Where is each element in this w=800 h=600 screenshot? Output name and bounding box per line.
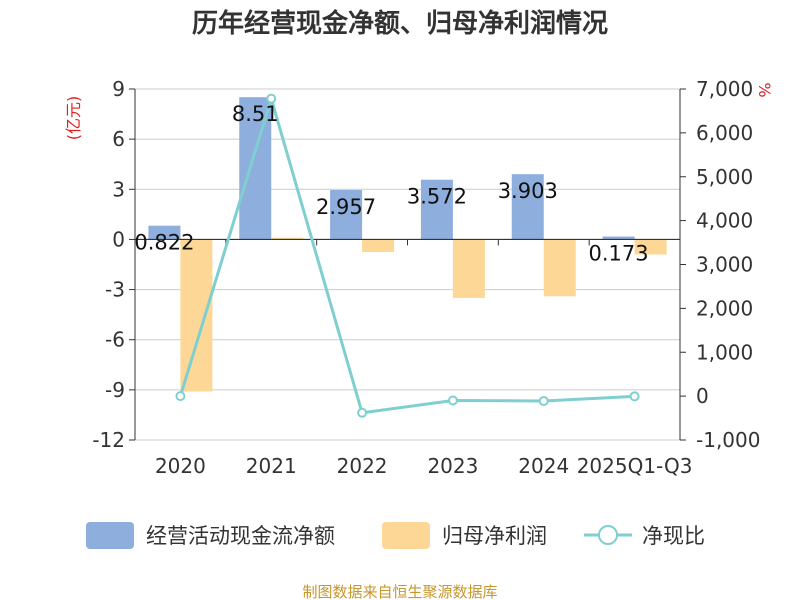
ratio-line[interactable] — [178, 93, 635, 415]
ratio-point[interactable] — [357, 407, 368, 418]
net-profit-bar[interactable] — [180, 239, 213, 392]
cash-flow-bar[interactable] — [602, 236, 635, 240]
right-tick-label: -1,000 — [696, 428, 760, 452]
left-tick-label: -9 — [105, 378, 125, 402]
chart-title: 历年经营现金净额、归母净利润情况 — [192, 8, 608, 39]
net-profit-bar[interactable] — [362, 239, 395, 252]
category-label: 2022 — [337, 454, 388, 478]
ratio-point[interactable] — [629, 391, 640, 402]
data-label: 3.572 — [407, 185, 467, 209]
ratio-point[interactable] — [538, 395, 549, 406]
source-note: 制图数据来自恒生聚源数据库 — [302, 583, 497, 600]
category-label: 2021 — [246, 454, 297, 478]
left-tick-label: -6 — [105, 328, 125, 352]
cash-flow-bar[interactable] — [148, 225, 181, 240]
net-profit-bar[interactable] — [271, 237, 304, 240]
right-tick-label: 5,000 — [696, 165, 753, 189]
category-label: 2024 — [518, 454, 569, 478]
left-tick-label: 3 — [112, 177, 125, 201]
data-label: 0.822 — [134, 231, 194, 255]
ratio-point[interactable] — [175, 391, 186, 402]
legend-swatch-profit — [382, 522, 430, 549]
right-axis-unit: % — [755, 82, 774, 97]
left-tick-label: -3 — [105, 278, 125, 302]
left-axis-unit: (亿元) — [64, 96, 83, 141]
legend-label-ratio: 净现比 — [642, 524, 705, 548]
left-tick-label: 9 — [112, 77, 125, 101]
right-tick-label: 3,000 — [696, 253, 753, 277]
cash-flow-bar[interactable] — [420, 179, 453, 240]
right-tick-label: 1,000 — [696, 340, 753, 364]
right-tick-label: 7,000 — [696, 77, 753, 101]
net-profit-bar[interactable] — [452, 239, 485, 298]
data-label: 3.903 — [498, 179, 558, 203]
axes-layer: 9 6 3 0 -3 -6 -9 -12 7,000 6,000 5,000 4,000 3,000 2,… — [92, 77, 760, 478]
legend-swatch-ratio-marker — [598, 525, 618, 545]
bars-layer — [148, 97, 667, 392]
legend-label-cash: 经营活动现金流净额 — [146, 524, 335, 548]
left-tick-label: 0 — [112, 227, 125, 251]
right-tick-label: 0 — [696, 384, 709, 408]
net-profit-bar[interactable] — [543, 239, 576, 297]
left-tick-label: 6 — [112, 127, 125, 151]
right-tick-label: 2,000 — [696, 296, 753, 320]
data-label: 8.51 — [232, 102, 279, 126]
net-profit-bar[interactable] — [634, 239, 667, 255]
ratio-point[interactable] — [266, 93, 277, 104]
category-label: 2023 — [427, 454, 478, 478]
line-layer — [175, 93, 640, 418]
legend: 经营活动现金流净额 归母净利润 净现比 — [86, 522, 705, 549]
cash-flow-bar[interactable] — [330, 190, 363, 240]
legend-label-profit: 归母净利润 — [442, 524, 547, 548]
category-label: 2025Q1-Q3 — [577, 454, 693, 478]
left-tick-label: -12 — [92, 428, 125, 452]
right-tick-label: 4,000 — [696, 209, 753, 233]
legend-swatch-cash — [86, 522, 134, 549]
data-label: 2.957 — [316, 195, 376, 219]
data-label: 0.173 — [589, 242, 649, 266]
data-labels-layer: 0.822 8.51 2.957 3.572 3.903 0.173 — [134, 102, 648, 265]
category-label: 2020 — [155, 454, 206, 478]
cash-flow-bar[interactable] — [511, 174, 544, 240]
right-tick-label: 6,000 — [696, 121, 753, 145]
ratio-point[interactable] — [447, 395, 458, 406]
